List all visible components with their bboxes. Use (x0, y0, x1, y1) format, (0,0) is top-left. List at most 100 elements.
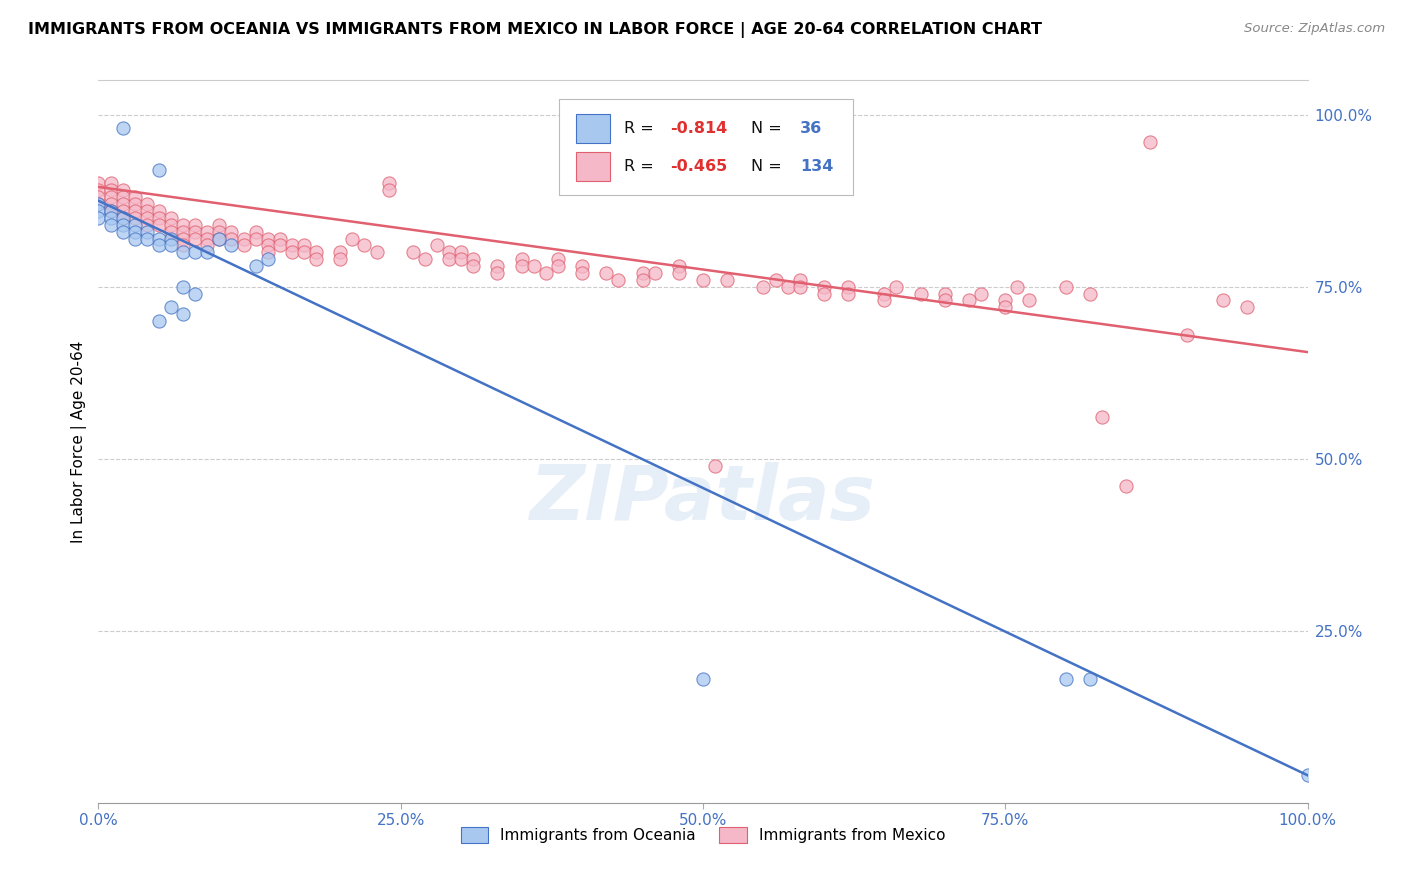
Bar (576, 114, 610, 143)
Point (208, 218, 231, 232)
Point (124, 190, 146, 204)
Point (437, 245, 460, 260)
Text: N =: N = (751, 159, 787, 174)
Point (510, 259, 533, 273)
Point (776, 279, 799, 293)
Point (523, 259, 546, 273)
Point (172, 225, 194, 239)
Point (148, 162, 170, 177)
Point (135, 197, 157, 211)
Point (292, 238, 315, 252)
Point (124, 211, 146, 225)
Point (463, 259, 485, 273)
Point (148, 211, 170, 225)
Point (184, 231, 207, 245)
Point (100, 204, 122, 219)
Point (789, 279, 811, 293)
Legend: Immigrants from Oceania, Immigrants from Mexico: Immigrants from Oceania, Immigrants from… (454, 822, 952, 849)
Point (111, 197, 134, 211)
Point (1054, 672, 1077, 686)
Point (413, 252, 436, 267)
Point (716, 273, 738, 287)
Point (87, 197, 110, 211)
Point (256, 245, 278, 260)
Point (111, 211, 134, 225)
Point (813, 286, 835, 301)
Point (305, 252, 328, 267)
Point (160, 301, 183, 315)
Point (100, 190, 122, 204)
Text: 134: 134 (800, 159, 834, 174)
Point (281, 245, 304, 260)
Point (135, 218, 157, 232)
Point (607, 273, 630, 287)
Point (208, 231, 231, 245)
Point (221, 231, 243, 245)
Point (704, 458, 727, 473)
Point (463, 252, 485, 267)
Point (873, 293, 896, 308)
Text: Source: ZipAtlas.com: Source: ZipAtlas.com (1244, 22, 1385, 36)
Point (87, 211, 110, 225)
FancyBboxPatch shape (560, 99, 853, 195)
Point (377, 177, 399, 191)
Point (184, 218, 207, 232)
Point (281, 238, 304, 252)
Point (752, 279, 775, 293)
Point (366, 245, 388, 260)
Point (1078, 286, 1101, 301)
Text: ZIPatlas: ZIPatlas (530, 462, 876, 536)
Text: -0.814: -0.814 (671, 121, 727, 136)
Point (631, 273, 654, 287)
Point (245, 231, 267, 245)
Text: 36: 36 (800, 121, 823, 136)
Point (305, 245, 328, 260)
Point (1212, 293, 1234, 308)
Point (692, 273, 714, 287)
Point (1115, 479, 1137, 493)
Point (160, 211, 183, 225)
Point (148, 238, 170, 252)
Point (1091, 410, 1114, 425)
Point (837, 279, 859, 293)
Point (692, 672, 714, 686)
Point (426, 238, 449, 252)
Point (353, 238, 375, 252)
Point (256, 231, 278, 245)
Point (232, 231, 254, 245)
Point (1139, 135, 1161, 149)
Point (571, 266, 593, 280)
Point (100, 177, 122, 191)
Point (172, 231, 194, 245)
Point (124, 204, 146, 219)
Point (135, 211, 157, 225)
Point (111, 204, 134, 219)
Point (342, 231, 364, 245)
Point (1078, 672, 1101, 686)
Point (160, 218, 183, 232)
Point (994, 293, 1017, 308)
Point (547, 252, 569, 267)
Point (195, 225, 218, 239)
Point (111, 211, 134, 225)
Point (172, 238, 194, 252)
Point (148, 218, 170, 232)
Point (486, 259, 509, 273)
Point (534, 266, 557, 280)
Point (510, 252, 533, 267)
Point (934, 293, 956, 308)
Point (437, 252, 460, 267)
Point (148, 314, 170, 328)
Point (135, 204, 157, 219)
Point (957, 293, 980, 308)
Point (135, 231, 157, 245)
Point (100, 204, 122, 219)
Point (256, 252, 278, 267)
Point (111, 190, 134, 204)
Point (934, 286, 956, 301)
Point (813, 279, 835, 293)
Point (111, 121, 134, 136)
Point (886, 279, 908, 293)
Point (87, 204, 110, 219)
Text: R =: R = (624, 121, 659, 136)
